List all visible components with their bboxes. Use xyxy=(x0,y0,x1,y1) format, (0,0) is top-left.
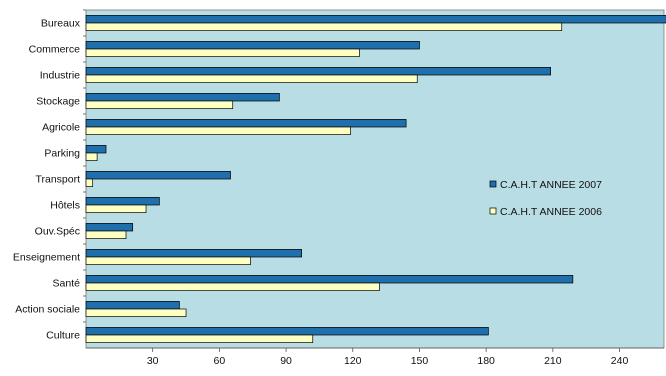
legend-swatch-2006 xyxy=(489,207,497,215)
bars-group xyxy=(85,15,666,343)
category-label: Santé xyxy=(53,278,81,290)
bar-2006-9 xyxy=(85,230,127,239)
category-label: Ouv.Spéc xyxy=(35,226,80,238)
bar-2007-8 xyxy=(85,197,160,206)
bar-2007-9 xyxy=(85,223,134,232)
bar-2006-12 xyxy=(85,308,187,317)
bar-2007-5 xyxy=(85,119,407,128)
category-label: Stockage xyxy=(36,96,80,108)
x-tick-label: 180 xyxy=(477,355,495,367)
category-label: Hôtels xyxy=(50,200,80,212)
bar-2007-1 xyxy=(85,15,666,24)
bar-2007-7 xyxy=(85,171,231,180)
bar-2007-3 xyxy=(85,67,551,76)
x-tick-label: 150 xyxy=(411,355,429,367)
category-labels: Bureaux Commerce Industrie Stockage Agricole… xyxy=(13,18,81,342)
bar-2006-7 xyxy=(85,178,94,187)
x-tick-label: 240 xyxy=(611,355,629,367)
x-tick-label: 30 xyxy=(147,355,159,367)
category-label: Culture xyxy=(46,330,80,342)
legend-label-2007: C.A.H.T ANNEE 2007 xyxy=(500,179,602,191)
legend-label-2006: C.A.H.T ANNEE 2006 xyxy=(500,206,602,218)
category-label: Transport xyxy=(35,174,80,186)
x-tick-label: 60 xyxy=(214,355,226,367)
bar-2007-2 xyxy=(85,41,420,50)
bar-2006-6 xyxy=(85,152,98,161)
category-label: Parking xyxy=(44,148,80,160)
bar-2006-10 xyxy=(85,256,251,265)
x-tick-label: 90 xyxy=(280,355,292,367)
bar-2007-11 xyxy=(85,275,574,284)
legend-swatch-2007 xyxy=(489,180,497,188)
x-tick-label: 120 xyxy=(344,355,362,367)
category-label: Bureaux xyxy=(41,18,81,30)
bar-2007-13 xyxy=(85,327,489,336)
category-label: Agricole xyxy=(42,122,80,134)
category-label: Commerce xyxy=(29,44,81,56)
bar-2007-10 xyxy=(85,249,302,258)
bar-2007-12 xyxy=(85,301,180,310)
category-label: Enseignement xyxy=(13,252,80,264)
bar-2006-13 xyxy=(85,334,314,343)
category-label: Action sociale xyxy=(15,304,80,316)
bar-2006-11 xyxy=(85,282,380,291)
bar-2006-5 xyxy=(85,126,351,135)
x-axis: 30 60 90 120 150 180 210 240 xyxy=(83,9,664,367)
legend: C.A.H.T ANNEE 2007 C.A.H.T ANNEE 2006 xyxy=(489,179,602,218)
bar-2007-4 xyxy=(85,93,280,102)
bar-2006-2 xyxy=(85,48,360,57)
bar-2007-6 xyxy=(85,145,107,154)
bar-2006-3 xyxy=(85,74,418,83)
bar-2006-8 xyxy=(85,204,147,213)
bar-2006-4 xyxy=(85,100,234,109)
x-tick-label: 210 xyxy=(544,355,562,367)
bar-2006-1 xyxy=(85,22,563,31)
category-label: Industrie xyxy=(40,70,80,82)
